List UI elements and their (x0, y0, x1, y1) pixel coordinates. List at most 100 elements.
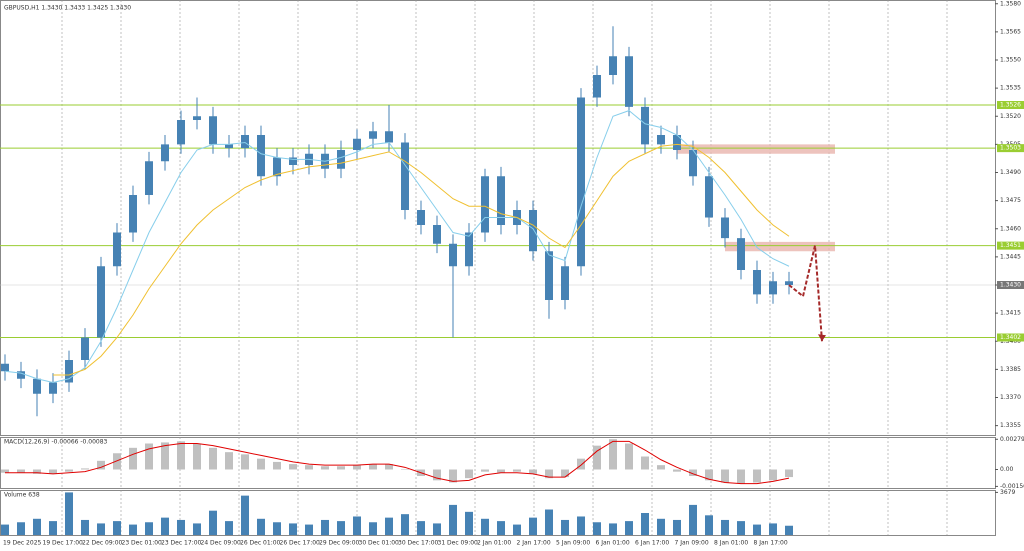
x-tick-label: 7 Jan 09:00 (675, 540, 709, 547)
candle-body (1, 363, 9, 372)
volume-bar (289, 523, 297, 535)
macd-bar (673, 469, 681, 472)
x-tick-label: 23 Dec 01:00 (122, 540, 163, 547)
y-tick-label: 1.3415 (1000, 310, 1021, 317)
candle-body (689, 150, 697, 177)
volume-bar (529, 517, 537, 535)
volume-bar (161, 517, 169, 535)
volume-bar (385, 517, 393, 535)
chart-title: GBPUSD,H1 1.3430 1.3433 1.3425 1.3430 (4, 5, 131, 12)
macd-bar (81, 468, 89, 470)
last-price-label: 1.3430 (1000, 282, 1021, 289)
volume-bar (561, 519, 569, 535)
volume-bar (81, 519, 89, 535)
moving-average (4, 110, 790, 384)
candle-body (433, 225, 441, 244)
macd-bar (177, 441, 185, 470)
x-tick-label: 6 Jan 01:00 (596, 540, 630, 547)
y-tick-label: 1.3520 (1000, 113, 1021, 120)
volume-bar (481, 518, 489, 535)
macd-bar (625, 443, 633, 470)
y-tick-label: 1.3550 (1000, 57, 1021, 64)
macd-bar (65, 469, 73, 472)
macd-bar (529, 469, 537, 474)
candle-body (65, 360, 73, 383)
y-tick-label: 1.3355 (1000, 422, 1021, 429)
candle-body (33, 378, 41, 394)
x-tick-label: 26 Dec 17:00 (280, 540, 321, 547)
volume-bar (193, 523, 201, 535)
volume-bar (433, 523, 441, 535)
volume-bar (225, 521, 233, 535)
candle-body (417, 210, 425, 225)
y-tick-label: 1.3370 (1000, 394, 1021, 401)
macd-tick-label: 0.00279 (1000, 436, 1024, 443)
volume-bar (673, 519, 681, 535)
macd-bar (321, 466, 329, 470)
macd-bar (641, 456, 649, 470)
macd-bar (145, 443, 153, 470)
candle-body (241, 135, 249, 149)
x-tick-label: 2 Jan 01:00 (477, 540, 511, 547)
level-label: 1.3451 (1000, 242, 1021, 249)
macd-bar (561, 469, 569, 478)
volume-bar (609, 523, 617, 535)
volume-bar (129, 524, 137, 535)
macd-bar (753, 469, 761, 483)
x-tick-label: 24 Dec 09:00 (201, 540, 242, 547)
zone (725, 241, 835, 252)
x-tick-label: 30 Dec 01:00 (359, 540, 400, 547)
macd-bar (385, 464, 393, 470)
candle-body (49, 382, 57, 394)
candle-body (225, 144, 233, 149)
level-label: 1.3526 (1000, 102, 1021, 109)
level-label-box (997, 333, 1024, 342)
macd-bar (257, 458, 265, 470)
macd-bar (593, 445, 601, 470)
level-label: 1.3402 (1000, 334, 1021, 341)
candle-body (657, 135, 665, 145)
volume-bar (177, 519, 185, 535)
macd-bar (545, 469, 553, 479)
candle-body (369, 131, 377, 139)
macd-bar (689, 469, 697, 476)
candle-body (577, 97, 585, 267)
x-tick-label: 30 Dec 17:00 (398, 540, 439, 547)
volume-panel (0, 490, 996, 536)
candle-body (401, 142, 409, 210)
macd-bar (305, 465, 313, 470)
x-tick-label: 2 Jan 17:00 (517, 540, 551, 547)
zone (677, 144, 835, 154)
volume-bar (49, 521, 57, 535)
x-tick-label: 8 Jan 17:00 (754, 540, 788, 547)
candle-body (609, 56, 617, 75)
x-tick-label: 22 Dec 09:00 (82, 540, 123, 547)
volume-bar (513, 524, 521, 535)
y-tick-label: 1.3580 (1000, 0, 1021, 7)
x-tick-label: 29 Dec 09:00 (319, 540, 360, 547)
macd-bar (225, 452, 233, 470)
macd-bar (433, 469, 441, 481)
candle-body (497, 176, 505, 225)
macd-bar (657, 465, 665, 470)
macd-bar (193, 443, 201, 470)
candle-body (161, 144, 169, 162)
volume-bar (449, 504, 457, 535)
volume-bar (145, 522, 153, 535)
candle-body (625, 56, 633, 107)
volume-bar (33, 518, 41, 535)
volume-bar (1, 524, 9, 535)
y-tick-label: 1.3385 (1000, 366, 1021, 373)
candle-body (641, 106, 649, 145)
volume-bar (657, 518, 665, 535)
volume-bar (97, 523, 105, 535)
level-label-box (997, 144, 1024, 153)
volume-bar (753, 524, 761, 535)
candle-body (193, 116, 201, 120)
volume-bar (241, 495, 249, 535)
macd-bar (97, 460, 105, 470)
volume-bar (545, 509, 553, 535)
volume-bar (497, 521, 505, 535)
macd-bar (369, 464, 377, 470)
